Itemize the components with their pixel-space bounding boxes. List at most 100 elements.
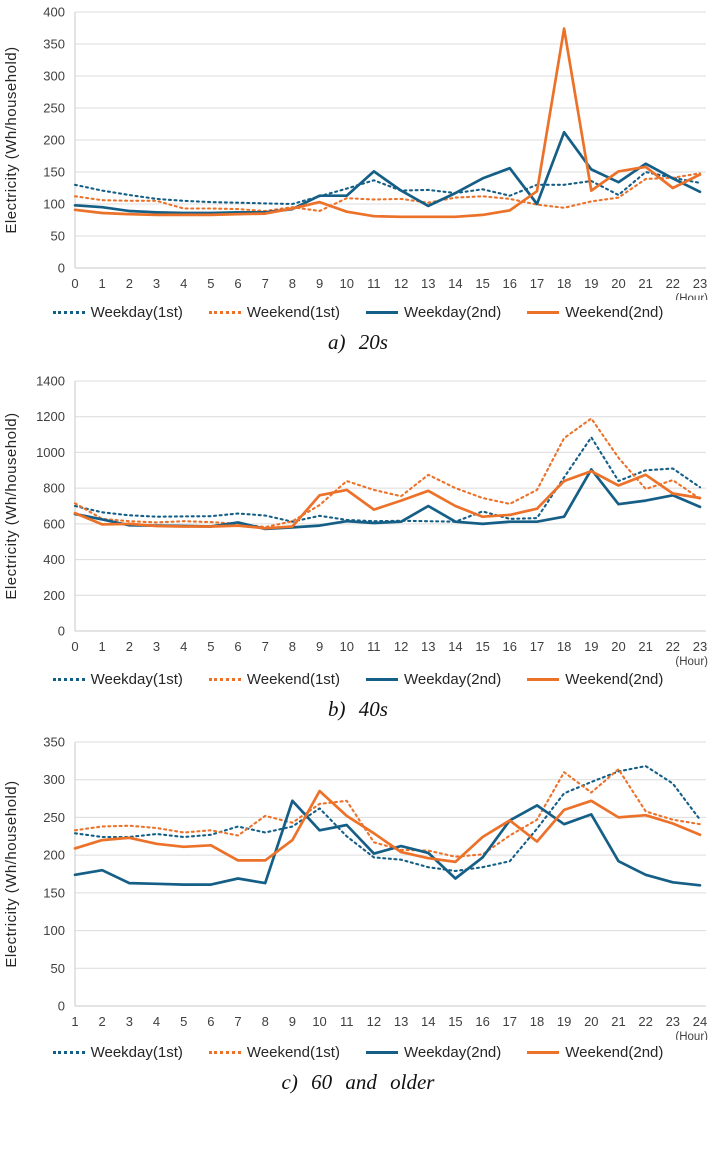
x-tick-label: 10	[340, 639, 354, 654]
y-tick-label: 150	[43, 885, 65, 900]
legend-label: Weekday(1st)	[90, 303, 183, 321]
legend-label: Weekend(2nd)	[565, 303, 664, 321]
legend-item-weekend1st: Weekend(1st)	[208, 670, 340, 688]
y-tick-label: 400	[43, 5, 65, 20]
legend-item-weekday2nd: Weekday(2nd)	[365, 304, 501, 321]
x-tick-label: 19	[584, 276, 598, 291]
series-line-weekend1st	[73, 417, 702, 529]
chart-40s: 0 200 400 600 800 1000 1200 1400 0 1 2 3 4 5 6 7 8 9 10 11 1…	[0, 365, 716, 722]
x-tick-label: 21	[611, 1014, 625, 1029]
legend-item-weekend1st: Weekend(1st)	[208, 1044, 340, 1061]
x-tick-label: 22	[638, 1014, 652, 1029]
legend-item-weekday1st: Weekday(1st)	[52, 1043, 183, 1061]
x-tick-label: 1	[71, 1014, 78, 1029]
x-tick-label: 20	[611, 276, 625, 291]
chart-20s-caption: a) 20s	[328, 330, 388, 354]
gridlines	[75, 11, 706, 269]
legend-label: Weekday(1st)	[90, 1043, 183, 1061]
x-tick-label: 12	[367, 1014, 381, 1029]
x-tick-label: 2	[126, 639, 133, 654]
x-tick-label: 2	[126, 276, 133, 291]
y-axis-title: Electricity (Wh/household)	[3, 46, 20, 233]
x-tick-label: 14	[448, 276, 462, 291]
x-tick-label: 9	[289, 1014, 296, 1029]
x-tick-label: 3	[153, 276, 160, 291]
legend-item-weekday2nd: Weekday(2nd)	[365, 670, 502, 688]
legend-swatch-solid-line-icon	[527, 310, 560, 314]
legend-swatch-solid-line-icon	[527, 1050, 560, 1054]
legend-swatch-dotted-line-icon	[208, 310, 241, 314]
chart-40s-caption: b) 40s	[328, 697, 388, 721]
y-tick-label: 1400	[36, 374, 65, 389]
y-axis-title: Electricity (Wh/household)	[3, 780, 20, 967]
x-tick-label: 14	[448, 639, 462, 654]
series-line-weekend2nd	[73, 789, 702, 864]
x-tick-label: 6	[207, 1014, 214, 1029]
y-tick-label: 1000	[36, 445, 65, 460]
x-tick-label: 11	[367, 276, 381, 291]
x-tick-label: 11	[340, 1014, 354, 1029]
x-axis-unit-label: (Hour)	[675, 656, 708, 667]
y-tick-label: 300	[43, 772, 65, 787]
legend-item-weekend1st: Weekend(1st)	[208, 303, 340, 321]
x-tick-label: 24	[693, 1014, 707, 1029]
x-axis-unit-label: (Hour)	[675, 1031, 708, 1040]
legend-label: Weekday(1st)	[90, 670, 183, 688]
x-tick-label: 3	[126, 1014, 133, 1029]
x-tick-label: 23	[666, 1014, 680, 1029]
x-tick-label: 11	[367, 639, 381, 654]
x-tick-label: 5	[207, 276, 214, 291]
series-line-weekend2nd	[73, 27, 702, 219]
x-tick-label: 21	[638, 276, 652, 291]
chart-20s: 0 50 100 150 200 250 300 350 400 0 1 2 3 4 5 6 7 8 9 10 11 12…	[0, 0, 716, 355]
legend-label: Weekday(2nd)	[403, 670, 502, 688]
x-tick-label: 5	[207, 639, 214, 654]
x-tick-label: 20	[611, 639, 625, 654]
x-tick-label: 10	[312, 1014, 326, 1029]
x-tick-label: 8	[289, 639, 296, 654]
x-tick-label: 18	[557, 639, 571, 654]
legend-label: Weekend(1st)	[246, 670, 340, 688]
y-tick-label: 0	[58, 624, 65, 639]
legend-label: Weekend(2nd)	[565, 670, 664, 688]
legend-item-weekend2nd: Weekend(2nd)	[527, 1044, 663, 1061]
x-tick-label: 18	[557, 276, 571, 291]
legend-item-weekend2nd: Weekend(2nd)	[527, 671, 663, 688]
x-tick-label: 7	[262, 276, 269, 291]
y-tick-label: 0	[58, 261, 65, 276]
x-tick-label: 4	[153, 1014, 160, 1029]
legend-item-weekday1st: Weekday(1st)	[52, 303, 183, 321]
series-line-weekend1st	[73, 172, 702, 213]
x-tick-label: 15	[475, 276, 489, 291]
legend-swatch-solid-line-icon	[365, 677, 398, 681]
legend-item-weekend2nd: Weekend(2nd)	[527, 304, 663, 321]
x-tick-label: 1	[99, 639, 106, 654]
legend-item-weekday2nd: Weekday(2nd)	[365, 1044, 501, 1061]
legend-swatch-solid-line-icon	[365, 310, 398, 314]
x-tick-label: 0	[71, 639, 78, 654]
x-tick-label: 20	[584, 1014, 598, 1029]
x-tick-label: 17	[530, 276, 544, 291]
y-tick-label: 0	[58, 999, 65, 1014]
y-tick-label: 100	[43, 197, 65, 212]
x-tick-label: 23	[693, 276, 707, 291]
x-tick-label: 8	[262, 1014, 269, 1029]
x-tick-label: 13	[421, 639, 435, 654]
x-tick-label: 5	[180, 1014, 187, 1029]
x-tick-label: 0	[71, 276, 78, 291]
y-tick-label: 600	[43, 516, 65, 531]
y-tick-label: 50	[51, 961, 65, 976]
y-tick-label: 200	[43, 133, 65, 148]
y-tick-label: 200	[43, 588, 65, 603]
y-tick-label: 1200	[36, 409, 65, 424]
y-tick-label: 300	[43, 69, 65, 84]
chart-60-and-older-legend: Weekday(1st) Weekend(1st) Weekday(2nd) Week…	[0, 1040, 716, 1064]
legend-label: Weekend(1st)	[246, 303, 340, 321]
x-tick-label: 16	[503, 639, 517, 654]
x-tick-label: 18	[530, 1014, 544, 1029]
series-line-weekday2nd	[73, 799, 702, 887]
legend-label: Weekend(2nd)	[565, 1043, 664, 1061]
x-tick-label: 9	[316, 639, 323, 654]
